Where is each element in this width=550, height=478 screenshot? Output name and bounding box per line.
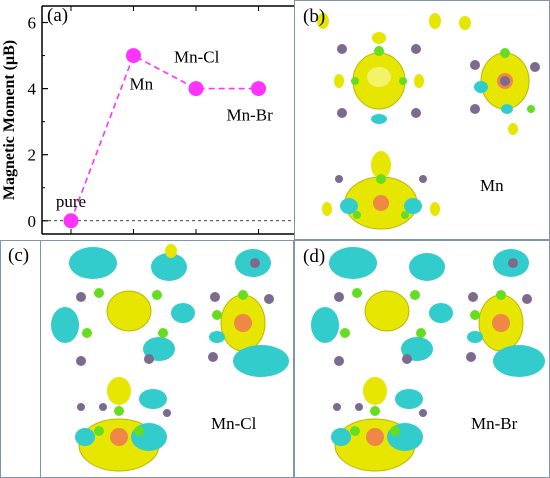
panel-c-label: (c) — [8, 245, 30, 266]
spin-density-view-top-left — [311, 247, 453, 366]
spin-density-view-top-left — [317, 13, 441, 124]
spin-density-view-top-right — [459, 16, 540, 135]
panel-c-spin-density: Mn-Cl — [40, 240, 294, 478]
spin-density-view-bottom — [331, 377, 427, 472]
spin-density-image-mn-cl — [51, 244, 289, 472]
data-point — [188, 81, 204, 97]
spin-density-image-mn — [317, 13, 540, 230]
spin-density-view-bottom — [75, 377, 171, 472]
y-tick-label: 0 — [28, 212, 37, 231]
point-label: Mn — [130, 75, 154, 94]
y-tick-label: 4 — [28, 80, 37, 99]
spin-density-image-mn-br — [311, 247, 545, 472]
point-label: Mn-Br — [227, 106, 274, 125]
panel-c-caption: Mn-Cl — [211, 414, 257, 433]
panel-d-caption: Mn-Br — [471, 414, 518, 433]
spin-density-view-top-right — [466, 249, 545, 377]
y-axis-label: Magnetic Moment (μB) — [1, 40, 18, 200]
magnetic-moment-chart: 0 2 4 6 pure Mn Mn-Cl Mn-Br Magnetic Moment (μ… — [1, 5, 294, 235]
spin-density-view-bottom — [322, 151, 440, 230]
panel-b-caption: Mn — [480, 176, 504, 195]
panel-b-label: (b) — [303, 6, 326, 27]
data-point — [251, 81, 266, 97]
series-line — [70, 54, 259, 222]
data-point — [126, 48, 141, 64]
panel-c-left-margin — [0, 240, 40, 478]
panel-d-label: (d) — [303, 246, 326, 267]
point-label: Mn-Cl — [174, 48, 220, 67]
panel-d-spin-density: (d) Mn-Br — [294, 240, 550, 478]
panel-a-chart: 0 2 4 6 pure Mn Mn-Cl Mn-Br Magnetic Moment (μ… — [0, 0, 294, 240]
panel-b-spin-density: (b) Mn — [294, 0, 550, 240]
data-point — [63, 213, 79, 229]
spin-density-view-top-left — [51, 244, 195, 366]
spin-density-view-top-right — [208, 249, 289, 377]
y-tick-label: 6 — [28, 14, 37, 33]
y-tick-label: 2 — [28, 146, 37, 165]
point-label: pure — [56, 192, 86, 211]
panel-a-label: (a) — [47, 5, 69, 26]
